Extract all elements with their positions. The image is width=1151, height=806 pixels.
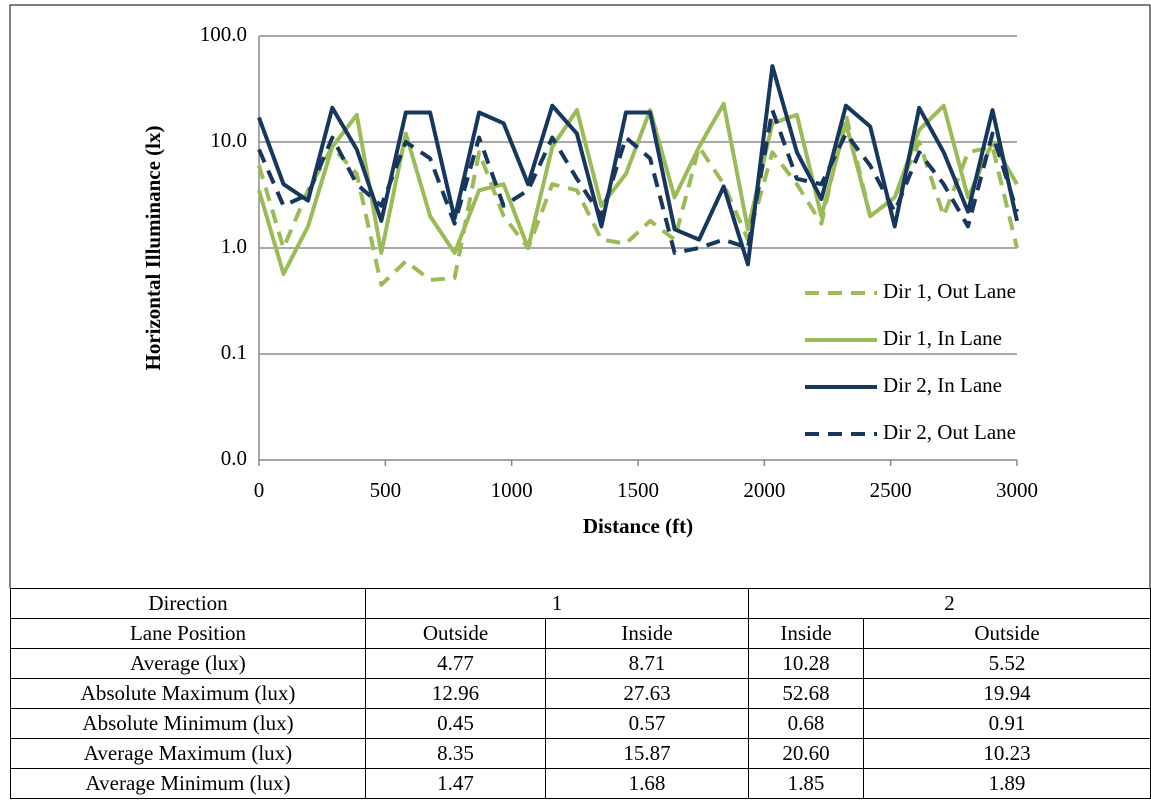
table-cell: 8.71 bbox=[545, 648, 749, 679]
table-row: Absolute Minimum (lux) 0.45 0.57 0.68 0.91 bbox=[10, 708, 1151, 739]
y-tick-label: 100.0 bbox=[200, 22, 247, 46]
table-cell: 10.28 bbox=[748, 648, 864, 679]
table-cell: 0.68 bbox=[748, 708, 864, 739]
table-cell: 0.57 bbox=[545, 708, 749, 739]
table-cell: 1.85 bbox=[748, 768, 864, 799]
summary-table: Direction 1 2 Lane Position Outside Inside Ins… bbox=[10, 588, 1151, 799]
x-tick-label: 1500 bbox=[617, 478, 659, 502]
y-axis-label: Horizontal Illuminance (lx) bbox=[141, 126, 165, 371]
table-cell: 19.94 bbox=[863, 678, 1151, 709]
table-row: Average (lux) 4.77 8.71 10.28 5.52 bbox=[10, 648, 1151, 679]
series-line bbox=[257, 108, 1019, 255]
y-tick-label: 10.0 bbox=[210, 128, 247, 152]
table-cell: 8.35 bbox=[365, 738, 546, 769]
table-cell: 1.47 bbox=[365, 768, 546, 799]
y-tick-label: 1.0 bbox=[221, 234, 247, 258]
table-cell: 10.23 bbox=[863, 738, 1151, 769]
table-cell: 0.45 bbox=[365, 708, 546, 739]
legend-label: Dir 1, In Lane bbox=[883, 326, 1002, 350]
table-cell: Inside bbox=[748, 618, 864, 649]
series-line bbox=[257, 64, 1019, 267]
table-row: Absolute Maximum (lux) 12.96 27.63 52.68 19.… bbox=[10, 678, 1151, 709]
table-cell: Inside bbox=[545, 618, 749, 649]
x-tick-label: 3000 bbox=[996, 478, 1038, 502]
table-cell: 5.52 bbox=[863, 648, 1151, 679]
table-cell: Average (lux) bbox=[10, 648, 366, 679]
table-cell: Average Minimum (lux) bbox=[10, 768, 366, 799]
table-cell: 1.68 bbox=[545, 768, 749, 799]
chart: Distance (ft) Horizontal Illuminance (lx… bbox=[9, 4, 1151, 588]
y-tick-label: 0.1 bbox=[221, 340, 247, 364]
x-tick-label: 2500 bbox=[870, 478, 912, 502]
table-cell: 15.87 bbox=[545, 738, 749, 769]
table-cell: 12.96 bbox=[365, 678, 546, 709]
x-tick-label: 500 bbox=[370, 478, 402, 502]
table-row: Average Maximum (lux) 8.35 15.87 20.60 10.23 bbox=[10, 738, 1151, 769]
table-row: Direction 1 2 bbox=[10, 588, 1151, 619]
legend-label: Dir 2, Out Lane bbox=[883, 420, 1016, 444]
table-cell: 27.63 bbox=[545, 678, 749, 709]
x-axis-label: Distance (ft) bbox=[583, 514, 693, 538]
legend-label: Dir 1, Out Lane bbox=[883, 279, 1016, 303]
table-cell: 2 bbox=[748, 588, 1151, 619]
table-row: Lane Position Outside Inside Inside Outside bbox=[10, 618, 1151, 649]
table-cell: Average Maximum (lux) bbox=[10, 738, 366, 769]
table-cell: Absolute Maximum (lux) bbox=[10, 678, 366, 709]
table-cell: Direction bbox=[10, 588, 366, 619]
table-row: Average Minimum (lux) 1.47 1.68 1.85 1.89 bbox=[10, 768, 1151, 799]
table-cell: 4.77 bbox=[365, 648, 546, 679]
table-cell: Absolute Minimum (lux) bbox=[10, 708, 366, 739]
x-tick-label: 0 bbox=[254, 478, 265, 502]
table-cell: 1.89 bbox=[863, 768, 1151, 799]
table-cell: Outside bbox=[863, 618, 1151, 649]
table-cell: Lane Position bbox=[10, 618, 366, 649]
table-cell: Outside bbox=[365, 618, 546, 649]
x-tick-label: 2000 bbox=[743, 478, 785, 502]
x-tick-label: 1000 bbox=[491, 478, 533, 502]
y-tick-label: 0.0 bbox=[221, 446, 247, 470]
table-cell: 0.91 bbox=[863, 708, 1151, 739]
legend-label: Dir 2, In Lane bbox=[883, 373, 1002, 397]
table-cell: 20.60 bbox=[748, 738, 864, 769]
table-cell: 1 bbox=[365, 588, 749, 619]
table-cell: 52.68 bbox=[748, 678, 864, 709]
chart-frame bbox=[9, 4, 1151, 588]
